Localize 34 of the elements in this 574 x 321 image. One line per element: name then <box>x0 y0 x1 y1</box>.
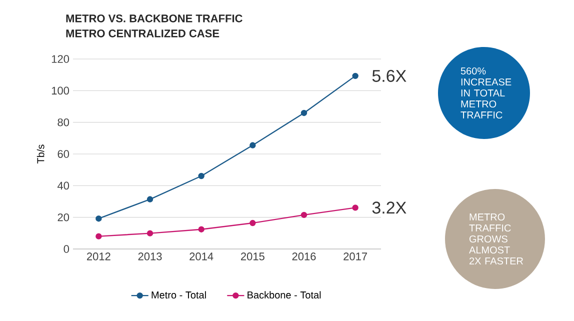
y-axis-title: Tb/s <box>36 144 44 164</box>
point <box>198 172 204 180</box>
annotation: 3.2X <box>372 202 406 214</box>
y-tick-label: 60 <box>58 150 70 158</box>
point <box>146 230 154 236</box>
legend-label: Backbone - Total <box>248 291 321 299</box>
point <box>250 142 256 148</box>
y-tick-label: 100 <box>52 86 70 95</box>
point <box>96 233 102 240</box>
point <box>300 212 308 218</box>
chart-subtitle: METRO CENTRALIZED CASE <box>66 30 220 38</box>
x-tick-label: 2017 <box>344 252 368 260</box>
point <box>146 196 154 202</box>
x-tick-label: 2015 <box>240 252 264 260</box>
x-tick-label: 2016 <box>292 252 316 260</box>
y-tick-label: 0 <box>64 245 70 253</box>
point <box>250 220 256 226</box>
y-tick-label: 40 <box>57 182 70 190</box>
point <box>96 215 102 222</box>
point <box>300 110 308 116</box>
x-tick-label: 2013 <box>138 252 162 260</box>
legend-label: Metro - Total <box>152 291 206 299</box>
x-tick-label: 2014 <box>190 252 214 260</box>
chart-title: METRO VS. BACKBONE TRAFFIC <box>66 14 242 22</box>
y-tick-label: 80 <box>58 118 70 126</box>
y-tick-label: 20 <box>58 213 70 222</box>
y-tick-label: 120 <box>52 55 70 63</box>
annotation: 5.6X <box>372 70 406 82</box>
text: METRO TRAFFIC GROWS ALMOST 2X FASTER <box>469 213 523 265</box>
point <box>198 226 204 232</box>
point <box>352 72 358 80</box>
text: 560% INCREASE IN TOTAL METRO TRAFFIC <box>460 67 512 119</box>
point <box>352 204 358 211</box>
x-tick-label: 2012 <box>86 252 110 260</box>
